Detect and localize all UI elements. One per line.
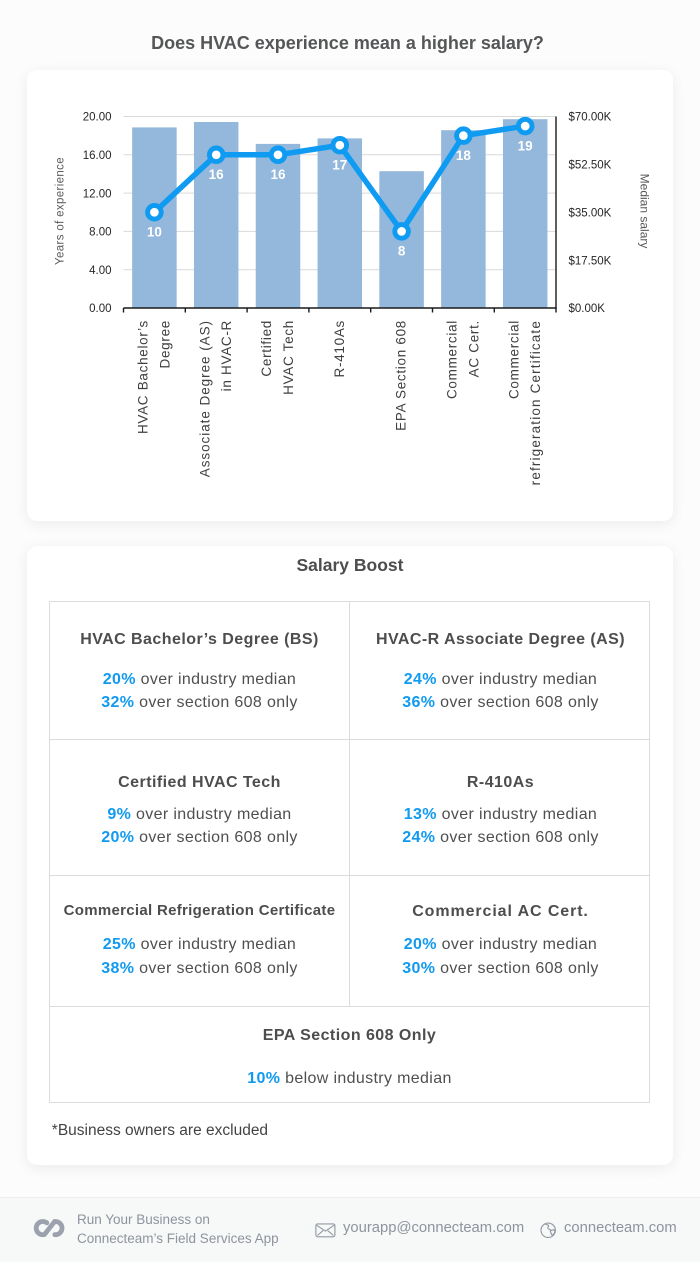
svg-text:$35.00K: $35.00K (569, 207, 612, 219)
svg-text:8: 8 (398, 244, 406, 259)
svg-text:EPA Section 608: EPA Section 608 (394, 320, 409, 431)
svg-text:8.00: 8.00 (89, 227, 111, 239)
svg-text:HVAC Bachelor’s: HVAC Bachelor’s (136, 320, 151, 434)
svg-text:0.00: 0.00 (89, 303, 111, 315)
svg-text:10: 10 (147, 225, 162, 240)
svg-text:20.00: 20.00 (83, 112, 112, 124)
svg-text:17: 17 (332, 158, 347, 173)
svg-text:R-410As: R-410As (332, 320, 347, 377)
svg-text:18: 18 (456, 148, 472, 163)
svg-text:Commercial: Commercial (445, 320, 460, 399)
svg-text:Median salary: Median salary (637, 174, 651, 249)
svg-text:$0.00K: $0.00K (569, 303, 606, 315)
svg-text:16: 16 (270, 167, 286, 182)
svg-text:16: 16 (209, 167, 225, 182)
svg-text:12.00: 12.00 (83, 188, 112, 200)
svg-text:in HVAC-R: in HVAC-R (219, 320, 234, 391)
svg-text:16.00: 16.00 (83, 150, 112, 162)
svg-text:Commercial: Commercial (506, 320, 521, 399)
svg-text:HVAC Tech: HVAC Tech (281, 320, 296, 395)
svg-text:Degree: Degree (157, 320, 172, 368)
svg-text:19: 19 (518, 138, 533, 153)
svg-text:refrigeration Certificate: refrigeration Certificate (528, 320, 543, 485)
svg-text:$52.50K: $52.50K (569, 160, 612, 172)
svg-text:AC Cert.: AC Cert. (466, 320, 481, 377)
svg-text:Certified: Certified (259, 320, 274, 377)
svg-text:$17.50K: $17.50K (569, 255, 612, 267)
svg-text:Years of experience: Years of experience (55, 157, 67, 265)
svg-text:4.00: 4.00 (89, 265, 111, 277)
svg-text:$70.00K: $70.00K (569, 112, 612, 124)
svg-text:Associate Degree (AS): Associate Degree (AS) (197, 320, 212, 477)
